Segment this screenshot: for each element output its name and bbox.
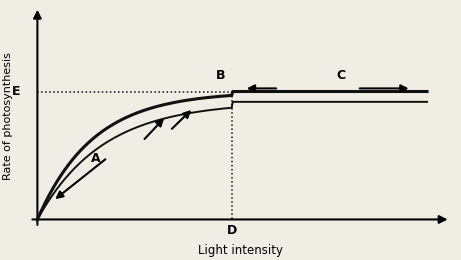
Text: Rate of photosynthesis: Rate of photosynthesis bbox=[3, 52, 13, 180]
Text: Light intensity: Light intensity bbox=[197, 244, 283, 257]
Text: A: A bbox=[91, 152, 100, 165]
Text: E: E bbox=[12, 85, 20, 98]
Text: D: D bbox=[227, 224, 237, 237]
Text: C: C bbox=[337, 69, 346, 82]
Text: B: B bbox=[216, 69, 225, 82]
